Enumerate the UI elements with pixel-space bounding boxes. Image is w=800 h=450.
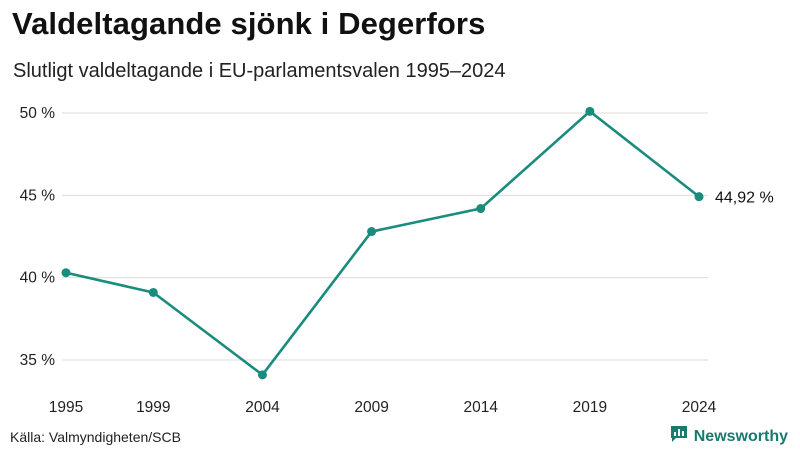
newsworthy-logo-icon bbox=[670, 425, 688, 448]
data-point bbox=[257, 370, 267, 380]
chart-subtitle: Slutligt valdeltagande i EU-parlamentsva… bbox=[13, 60, 506, 82]
x-tick-label: 1995 bbox=[49, 399, 83, 416]
x-tick-label: 2004 bbox=[245, 399, 280, 416]
end-value-label: 44,92 % bbox=[715, 190, 774, 207]
y-tick-label: 40 % bbox=[20, 270, 56, 287]
series-line bbox=[64, 110, 701, 377]
data-point bbox=[585, 106, 595, 116]
x-tick-label: 2019 bbox=[573, 399, 607, 416]
data-points bbox=[61, 106, 704, 380]
data-labels: 44,92 % bbox=[715, 190, 774, 207]
y-axis-ticks: 35 % 40 % 45 % 50 % bbox=[20, 105, 56, 369]
line-chart: 35 % 40 % 45 % 50 % 1995 1999 2004 2009 2014 201… bbox=[20, 105, 774, 416]
brand-logo: Newsworthy bbox=[670, 425, 788, 448]
data-point bbox=[476, 204, 486, 214]
data-point bbox=[694, 192, 704, 202]
y-tick-label: 35 % bbox=[20, 352, 56, 369]
x-tick-label: 2009 bbox=[354, 399, 388, 416]
x-tick-label: 2014 bbox=[463, 399, 498, 416]
y-tick-label: 45 % bbox=[20, 187, 56, 204]
brand-name: Newsworthy bbox=[693, 427, 788, 445]
data-point bbox=[148, 287, 158, 297]
grid-lines bbox=[62, 112, 708, 361]
data-point bbox=[61, 268, 71, 278]
x-tick-label: 2024 bbox=[682, 399, 717, 416]
y-tick-label: 50 % bbox=[20, 105, 56, 122]
x-axis-ticks: 1995 1999 2004 2009 2014 2019 2024 bbox=[49, 399, 717, 416]
chart-title: Valdeltagande sjönk i Degerfors bbox=[12, 6, 486, 41]
source-note: Källa: Valmyndigheten/SCB bbox=[10, 429, 181, 445]
data-point bbox=[367, 227, 377, 237]
x-tick-label: 1999 bbox=[136, 399, 170, 416]
series-line-layer bbox=[64, 110, 701, 377]
